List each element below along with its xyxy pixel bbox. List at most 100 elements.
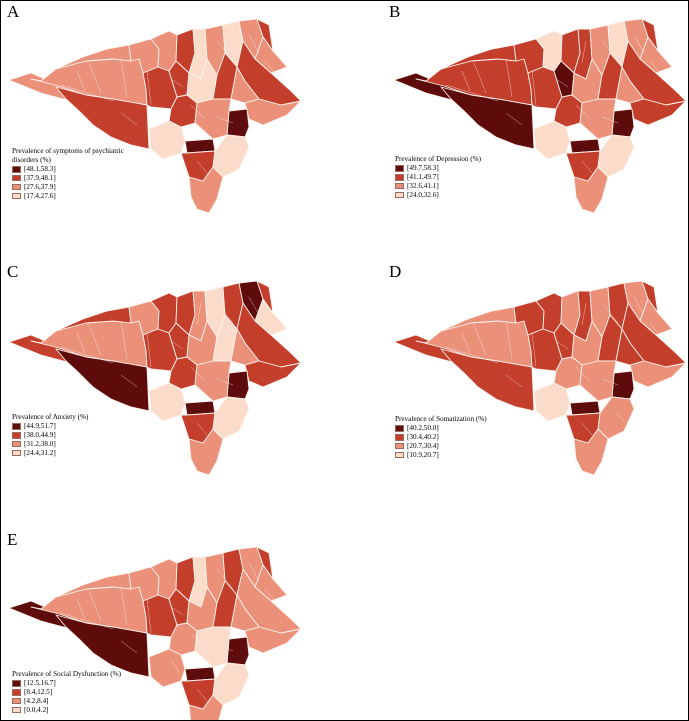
sub-district-line [601,40,619,62]
sub-district-line [248,34,260,54]
district-south-e [597,396,635,440]
district-south-w [533,120,571,160]
sub-district-line [555,130,565,146]
sub-district-line [196,302,202,326]
sub-district-line [505,374,523,388]
sub-district-line [445,346,499,364]
legend-item: [8.4,12.5] [12,688,162,697]
sub-district-line [216,568,234,590]
legend-label: [24.0,32.6] [407,190,439,199]
legend-item: [24.4,31.2] [12,449,142,458]
legend-title: Prevalence of Anxiety (%) [12,413,89,421]
district-north-e2 [639,298,673,336]
sub-district-line [505,112,523,126]
choropleth-map [8,546,302,720]
district-north-e2 [254,36,288,74]
legend-swatch [12,166,21,173]
panel-a: A Prevalence of symptoms of psychiatric … [1,1,302,216]
sub-district-line [146,598,152,634]
legend-item: [20.7,30.4] [395,442,525,451]
sub-district-line [445,84,499,102]
sub-district-lines [60,296,282,436]
legend-swatch [395,451,404,459]
district-west-band [440,86,535,150]
sub-district-line [190,632,206,648]
legend-item: [30.4,40.2] [395,433,525,442]
district-south-tail [188,428,224,476]
legend-label: [20.7,30.4] [407,441,439,450]
sub-district-line [196,688,208,702]
district-south-tail [188,694,224,720]
sub-district-line [170,606,184,616]
legend-item: [17.4,27.6] [12,192,130,201]
legend-item: [38.0,44.9] [12,431,142,440]
sub-district-line [76,70,86,92]
legend-item: [4.2,8.4] [12,697,162,706]
choropleth-map [393,280,687,476]
sub-district-line [633,34,645,54]
legend-item: [0.0,4.2] [12,706,162,715]
district-west-band [440,348,535,412]
legend: Prevalence of Depression (%) [49.7,58.3]… [395,155,525,200]
sub-district-line [264,588,282,610]
sub-district-line [248,296,260,316]
panel-e: E Prevalence of Social Dysfunction (%) [… [1,529,302,720]
legend-item: [12.5,16.7] [12,679,162,688]
sub-district-line [216,644,234,652]
legend-swatch [395,191,404,199]
sub-district-lines [445,34,667,174]
sub-district-line [190,366,206,382]
sub-district-line [190,104,206,120]
legend-item: [44.9,51.7] [12,422,142,431]
legend-label: [17.4,27.6] [24,191,56,200]
legend-label: [4.2,8.4] [24,696,49,705]
legend: Prevalence of Somatization (%) [40.2,50.… [395,415,525,460]
legend-swatch [395,165,404,172]
legend-label: [41.1,49.7] [407,172,439,181]
district-west-band [55,86,150,150]
panel-d: D Prevalence of Somatization (%) [40.2,5… [386,262,687,478]
sub-district-line [196,160,208,174]
sub-district-line [575,104,591,120]
sub-district-line [581,40,587,64]
legend-item: [37.9,48.1] [12,174,130,183]
legend-swatch [12,697,21,705]
sub-district-line [473,324,487,356]
district-south-c1 [194,360,232,402]
district-south-e [212,396,250,440]
legend-item: [31.2,38.0] [12,440,142,449]
district-east-lobe [244,626,302,654]
sub-district-line [473,62,487,94]
sub-district-line [615,150,627,162]
district-east-lobe [629,360,687,388]
sub-district-line [264,322,282,344]
district-east-hot [226,636,250,666]
district-east-hot [226,370,250,400]
sub-district-line [633,296,645,316]
sub-district-line [575,366,591,382]
legend-swatch [395,182,404,190]
panel-c: C Prevalence of Anxiety (%) [44.9,51.7] … [1,262,302,478]
sub-district-line [216,302,234,324]
panel-letter: D [389,262,402,281]
sub-district-line [248,562,260,582]
legend-swatch [395,425,404,432]
district-south-c1 [194,98,232,140]
sub-district-line [601,116,619,124]
panel-letter: C [7,262,19,281]
sub-district-line [230,150,242,162]
legend-item: [10.9,20.7] [395,451,525,460]
legend-item: [32.6,41.1] [395,182,525,191]
district-north-e2 [254,298,288,336]
sub-district-line [581,160,593,174]
district-south-e [212,662,250,706]
sub-district-line [230,678,242,690]
district-east-hot [611,108,635,138]
sub-district-line [555,78,569,88]
district-layer [8,18,302,214]
sub-district-line [60,612,114,630]
district-west-band [55,614,150,678]
sub-district-line [88,324,102,356]
choropleth-map [8,18,302,214]
